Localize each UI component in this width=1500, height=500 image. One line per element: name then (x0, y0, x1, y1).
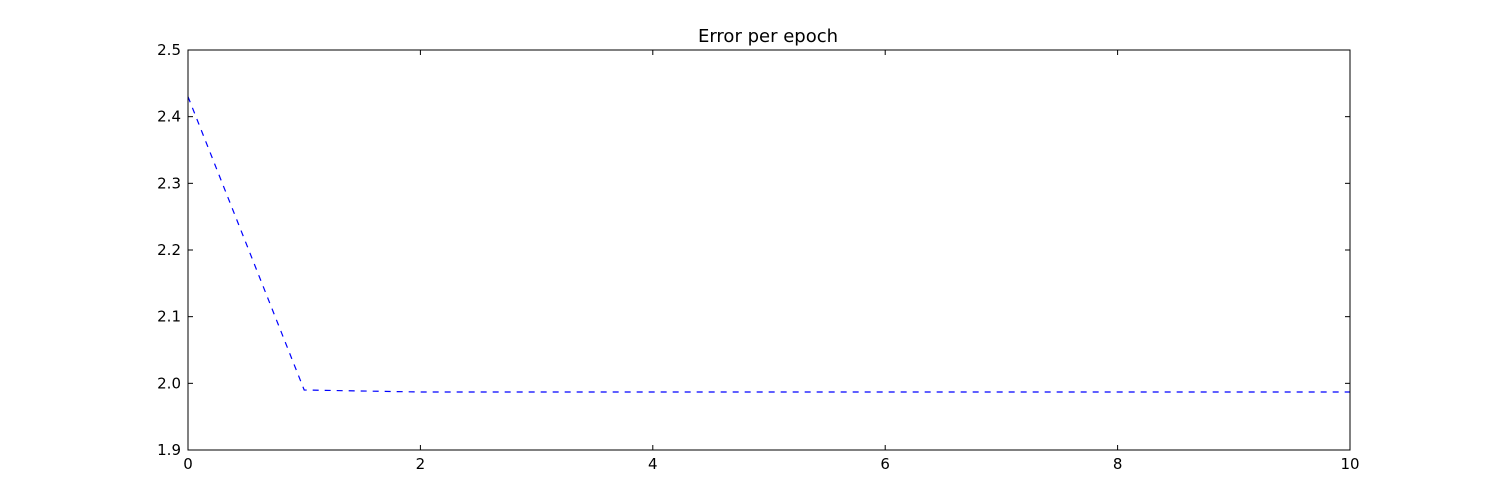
chart-title: Error per epoch (698, 26, 838, 47)
y-axis: 1.9 2.0 2.1 2.2 2.3 2.4 2.5 (157, 41, 1350, 459)
axes-frame (187, 49, 1351, 451)
y-tick-label: 2.2 (157, 241, 181, 259)
y-tick-label: 1.9 (157, 441, 181, 459)
x-axis: 0 2 4 6 8 10 (183, 50, 1360, 473)
y-tick-label: 2.5 (157, 41, 181, 59)
x-tick-label: 10 (1340, 455, 1359, 473)
y-tick-label: 2.0 (157, 374, 181, 392)
x-tick-label: 4 (648, 455, 658, 473)
plot-area (187, 96, 1350, 393)
y-tick-label: 2.1 (157, 308, 181, 326)
x-tick-label: 2 (416, 455, 426, 473)
y-tick-label: 2.3 (157, 174, 181, 192)
series-line-0 (187, 96, 1350, 393)
x-tick-label: 8 (1113, 455, 1123, 473)
y-tick-label: 2.4 (157, 108, 181, 126)
x-tick-label: 0 (183, 455, 193, 473)
x-tick-label: 6 (880, 455, 890, 473)
